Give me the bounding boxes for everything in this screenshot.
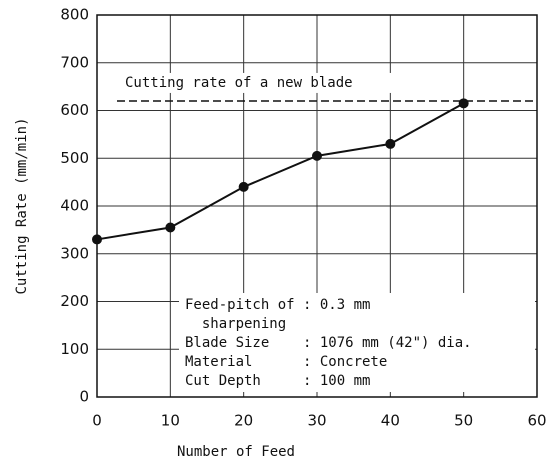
x-tick-label: 30 xyxy=(307,412,326,430)
y-tick-label: 600 xyxy=(60,101,89,119)
y-tick-label: 200 xyxy=(60,292,89,310)
annotation-bg xyxy=(179,293,535,392)
y-tick-label: 800 xyxy=(60,6,89,24)
data-point xyxy=(458,98,469,109)
y-tick-label: 500 xyxy=(60,149,89,167)
x-tick-label: 20 xyxy=(234,412,253,430)
reference-bg xyxy=(117,72,417,93)
x-tick-label: 50 xyxy=(454,412,473,430)
x-tick-label: 60 xyxy=(527,412,546,430)
x-axis-label: Number of Feed xyxy=(177,444,295,460)
y-axis-label: Cutting Rate (mm/min) xyxy=(14,117,30,294)
plot-frame xyxy=(96,14,538,398)
y-tick-label: 700 xyxy=(60,53,89,71)
annotation-line: Feed-pitch of : 0.3 mm xyxy=(185,297,370,313)
data-point xyxy=(165,222,176,233)
series-line xyxy=(96,102,465,241)
x-tick-label: 0 xyxy=(92,412,102,430)
annotation-line: Blade Size : 1076 mm (42") dia. xyxy=(185,335,472,351)
reference-label: Cutting rate of a new blade xyxy=(125,75,353,91)
y-tick-label: 0 xyxy=(79,388,89,406)
annotation-line: Cut Depth : 100 mm xyxy=(185,373,370,389)
data-point xyxy=(385,138,396,149)
y-tick-label: 400 xyxy=(60,197,89,215)
x-tick-label: 10 xyxy=(161,412,180,430)
annotation-line: Material : Concrete xyxy=(185,354,387,370)
x-tick-label: 40 xyxy=(381,412,400,430)
y-tick-label: 100 xyxy=(60,340,89,358)
data-point xyxy=(92,234,102,245)
data-point xyxy=(238,181,249,192)
data-point xyxy=(312,150,322,161)
annotation-line: sharpening xyxy=(185,316,286,332)
y-tick-label: 300 xyxy=(60,244,89,262)
